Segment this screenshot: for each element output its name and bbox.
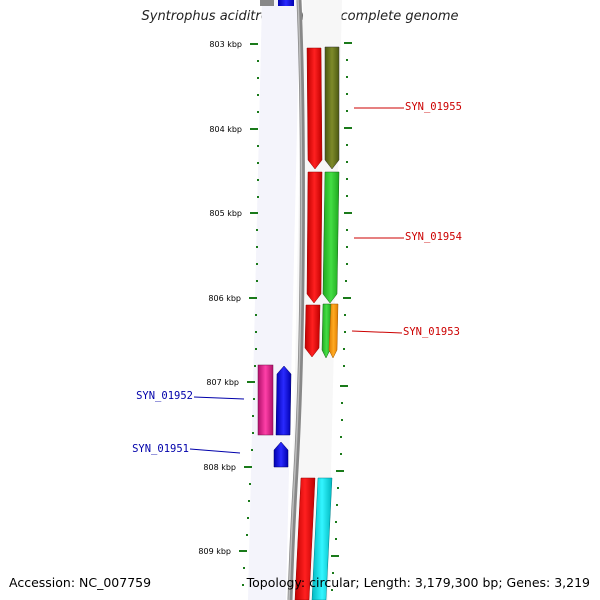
leader-line-1951 — [189, 448, 241, 454]
scale-label-803: 803 kbp — [209, 40, 242, 49]
leader-line-1953 — [351, 330, 403, 334]
gene-red-lower[interactable] — [294, 477, 316, 600]
gene-blue-1[interactable] — [275, 365, 292, 436]
gene-cyan-lower[interactable] — [311, 477, 333, 600]
scale-label-807: 807 kbp — [206, 378, 239, 387]
gene-orange[interactable] — [328, 303, 339, 359]
gene-red-3[interactable] — [304, 304, 321, 358]
accession-text: Accession: NC_007759 — [9, 575, 152, 590]
gene-partial-top[interactable] — [260, 0, 274, 6]
left-ticks — [239, 43, 259, 586]
genome-summary-text: Topology: circular; Length: 3,179,300 bp… — [246, 575, 590, 590]
gene-red-1[interactable] — [306, 47, 323, 170]
gene-partial-top-blue[interactable] — [278, 0, 294, 6]
gene-label-syn01953[interactable]: SYN_01953 — [403, 326, 460, 338]
genome-backbone — [287, 0, 305, 600]
gene-label-syn01954[interactable]: SYN_01954 — [405, 231, 462, 243]
scale-label-804: 804 kbp — [209, 125, 242, 134]
scale-label-806: 806 kbp — [208, 294, 241, 303]
gene-red-2[interactable] — [306, 171, 323, 304]
right-ticks — [331, 42, 352, 591]
gene-blue-2[interactable] — [273, 441, 289, 468]
gene-olive[interactable] — [324, 46, 340, 170]
gene-green-small[interactable] — [321, 303, 332, 359]
leader-line-1952 — [193, 396, 245, 400]
genome-backbone-highlight — [288, 0, 303, 600]
scale-label-808: 808 kbp — [203, 463, 236, 472]
gene-label-syn01952[interactable]: SYN_01952 — [136, 390, 193, 402]
gene-label-syn01955[interactable]: SYN_01955 — [405, 101, 462, 113]
gene-green[interactable] — [322, 171, 340, 304]
gene-label-syn01951[interactable]: SYN_01951 — [132, 443, 189, 455]
scale-label-805: 805 kbp — [209, 209, 242, 218]
scale-label-809: 809 kbp — [198, 547, 231, 556]
gene-magenta[interactable] — [257, 364, 274, 436]
